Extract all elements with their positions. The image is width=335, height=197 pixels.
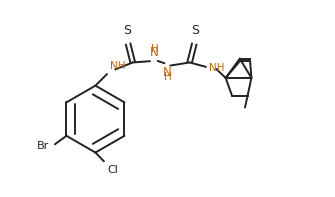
Text: H: H (151, 44, 159, 54)
Text: Br: Br (37, 141, 49, 151)
Text: NH: NH (209, 63, 225, 73)
Text: NH: NH (110, 61, 125, 71)
Text: S: S (192, 24, 200, 37)
Text: N: N (150, 46, 159, 59)
Text: S: S (123, 24, 131, 37)
Text: H: H (164, 72, 172, 82)
Text: N: N (162, 66, 172, 79)
Text: Cl: Cl (108, 165, 119, 175)
